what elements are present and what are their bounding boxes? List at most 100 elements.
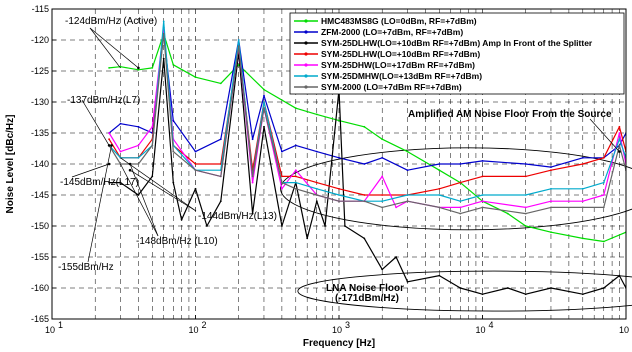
- data-point: [237, 39, 240, 41]
- x-tick-exponent: 4: [489, 320, 494, 330]
- data-point: [524, 163, 527, 165]
- data-point: [251, 175, 254, 178]
- data-point: [618, 125, 621, 128]
- data-point: [363, 163, 366, 165]
- data-point: [281, 150, 283, 153]
- data-point: [172, 150, 175, 153]
- annotation-arrow: [89, 27, 121, 69]
- y-tick-label: -165: [31, 314, 49, 324]
- data-point: [506, 212, 509, 215]
- legend-marker: [304, 85, 308, 89]
- data-point: [315, 187, 318, 190]
- lna-floor-ellipse: [297, 270, 632, 312]
- data-point: [137, 194, 140, 196]
- x-tick-label: 10: [332, 325, 342, 335]
- annotation-l7: -137dBm/Hz(L7): [67, 95, 140, 106]
- y-tick-label: -120: [31, 35, 49, 45]
- data-point: [459, 206, 462, 209]
- y-tick-label: -140: [31, 159, 49, 169]
- data-point: [395, 256, 397, 258]
- data-point: [281, 181, 283, 184]
- data-point: [172, 63, 175, 66]
- data-point: [315, 150, 318, 153]
- annotation-arrow: [589, 118, 620, 152]
- data-point: [162, 20, 165, 23]
- data-point: [315, 200, 318, 203]
- data-point: [219, 175, 222, 178]
- data-point: [194, 163, 197, 165]
- x-tick-label: 10: [475, 325, 485, 335]
- noise-floor-ellipse: [280, 147, 632, 231]
- data-point: [315, 194, 318, 196]
- data-point: [581, 187, 584, 190]
- data-point: [363, 125, 366, 128]
- data-point: [315, 113, 318, 116]
- data-point: [395, 206, 397, 209]
- annotation-arrow: [81, 99, 110, 146]
- data-point: [481, 194, 484, 196]
- data-point: [206, 225, 208, 227]
- data-point: [119, 122, 122, 125]
- data-point: [219, 138, 222, 141]
- data-point: [438, 194, 441, 196]
- data-point: [581, 237, 584, 240]
- data-point: [338, 156, 340, 159]
- data-point: [151, 67, 154, 69]
- data-point: [172, 119, 175, 122]
- data-point: [459, 163, 462, 165]
- data-point: [618, 138, 621, 141]
- x-tick-label: 10: [188, 325, 198, 335]
- legend-label: SYM-25DLHW(LO=+10dBm RF=+7dBm) Amp In Fr…: [321, 38, 593, 48]
- y-tick-label: -135: [31, 128, 49, 138]
- data-point: [294, 144, 297, 147]
- arrow-head: [107, 162, 111, 166]
- annotation-active: -124dBm/Hz (Active): [65, 16, 157, 27]
- data-point: [406, 280, 409, 283]
- data-point: [524, 212, 527, 215]
- annotation-l17: -145dBm/Hz(L17): [60, 177, 139, 188]
- data-point: [550, 166, 552, 169]
- data-point: [381, 175, 384, 178]
- legend-box: [289, 12, 625, 95]
- data-point: [108, 67, 110, 69]
- legend-marker: [304, 52, 308, 56]
- data-point: [119, 150, 122, 153]
- y-tick-label: -125: [31, 66, 49, 76]
- data-point: [438, 187, 441, 190]
- annotation-arrow: [89, 27, 139, 69]
- data-point: [263, 101, 265, 103]
- legend-label: SYM-25DLHW(LO=+10dBm RF=+7dBm): [321, 49, 480, 59]
- data-point: [263, 94, 265, 97]
- y-tick-label: -160: [31, 283, 49, 293]
- data-point: [381, 268, 384, 271]
- data-point: [306, 237, 309, 240]
- data-point: [194, 150, 197, 153]
- data-point: [406, 200, 409, 203]
- data-point: [194, 169, 197, 172]
- highlight-ellipses: [280, 147, 632, 312]
- y-tick-label: -150: [31, 221, 49, 231]
- data-point: [281, 175, 283, 178]
- data-point: [137, 68, 140, 71]
- legend-marker: [304, 74, 308, 78]
- data-point: [344, 225, 346, 227]
- data-point: [550, 169, 552, 172]
- data-point: [550, 187, 552, 190]
- arrow-head: [107, 144, 111, 147]
- data-point: [162, 32, 165, 35]
- annotation-arrow: [129, 163, 159, 237]
- data-point: [324, 225, 326, 227]
- annotation-arrow: [120, 157, 197, 212]
- legend-label: SYM-25DMHW(LO=+13dBm RF=+7dBm): [321, 71, 482, 81]
- data-point: [263, 125, 265, 128]
- data-point: [550, 200, 552, 203]
- data-point: [294, 107, 297, 110]
- data-point: [524, 225, 527, 227]
- y-axis-label: Noise Level [dBc/Hz]: [5, 115, 16, 214]
- data-point: [363, 200, 366, 203]
- data-point: [550, 206, 552, 209]
- data-point: [294, 175, 297, 178]
- annotation-b155: -155dBm/Hz: [58, 262, 114, 273]
- data-point: [363, 237, 366, 240]
